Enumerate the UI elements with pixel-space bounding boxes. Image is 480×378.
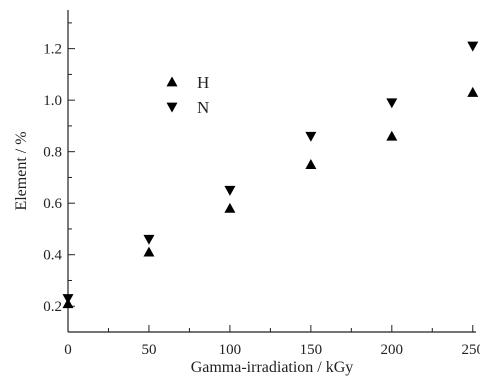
- y-tick-label: 0.2: [43, 299, 62, 315]
- point-n: [305, 131, 317, 142]
- point-h: [467, 86, 479, 97]
- point-n: [143, 234, 155, 245]
- point-n: [224, 185, 236, 196]
- point-h: [143, 246, 155, 257]
- point-n: [62, 294, 74, 305]
- y-tick-label: 0.8: [43, 145, 62, 161]
- y-tick-label: 0.6: [43, 196, 62, 212]
- axes: [67, 10, 476, 333]
- x-tick-label: 100: [219, 342, 242, 358]
- legend-marker-h: [166, 76, 178, 87]
- data-points: [62, 41, 479, 309]
- legend-marker-n: [166, 102, 178, 113]
- y-tick-label: 1.2: [43, 42, 62, 58]
- y-axis-title: Element / %: [13, 131, 30, 210]
- y-tick-label: 0.4: [43, 248, 62, 264]
- point-h: [224, 202, 236, 213]
- ticks: [67, 22, 474, 333]
- x-tick-label: 250: [462, 342, 480, 358]
- x-tick-label: 200: [381, 342, 404, 358]
- x-tick-label: 150: [300, 342, 323, 358]
- x-tick-label: 50: [141, 342, 156, 358]
- x-tick-label: 0: [64, 342, 72, 358]
- point-n: [386, 98, 398, 109]
- point-h: [305, 159, 317, 169]
- legend-label-h: H: [197, 73, 209, 92]
- point-h: [386, 130, 398, 141]
- x-axis-title: Gamma-irradiation / kGy: [191, 359, 354, 376]
- point-n: [467, 41, 479, 52]
- tick-labels: 0 50 100 150 200 250 0.2 0.4 0.6 0.8 1.0 1.2: [43, 42, 480, 358]
- legend: HN: [166, 73, 209, 117]
- y-tick-label: 1.0: [43, 93, 62, 109]
- legend-label-n: N: [197, 98, 209, 117]
